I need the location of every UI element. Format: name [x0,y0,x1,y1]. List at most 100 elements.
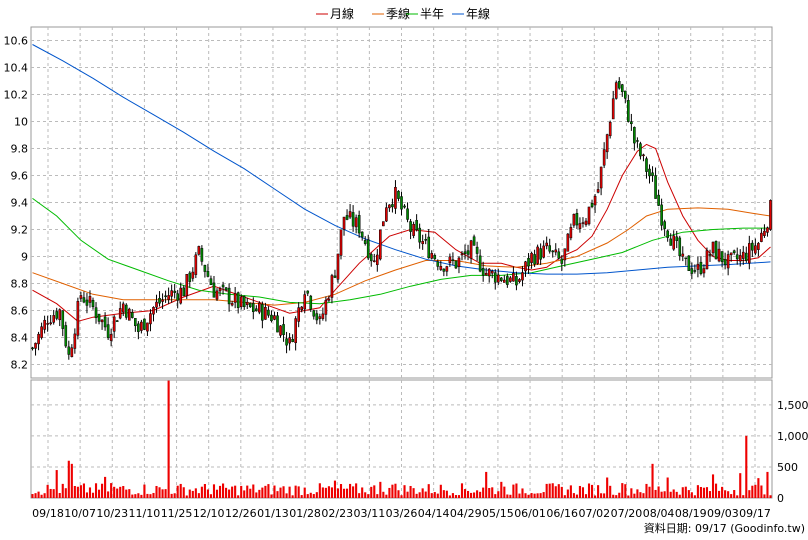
volume-bar [264,485,267,498]
candle-body [366,239,370,259]
volume-bar [745,435,748,498]
volume-bar [666,477,669,498]
volume-bar [672,489,675,498]
volume-bar [681,487,684,498]
candle-body [385,207,388,222]
candle-body [79,295,83,299]
x-tick-label: 12/26 [225,507,257,520]
candle-body [203,264,207,272]
candle-body [221,284,225,288]
volume-bar [557,484,560,498]
candle-body [294,318,297,344]
candle-body [363,240,367,244]
candle-body [185,274,189,297]
candle-body [530,252,533,263]
volume-bar [403,485,406,498]
candle-body [115,320,119,322]
candle-body [140,321,143,331]
candle-body [31,347,34,350]
candle-body [684,257,688,260]
volume-bar [621,483,624,498]
candle-body [614,82,618,99]
volume-bar [312,494,315,498]
candle-body [723,258,727,266]
volume-axis: 0 500 1,000 1,500 [777,399,808,505]
candle-body [421,241,424,245]
candle-body [206,270,210,277]
volume-bar [161,489,164,498]
price-tick-label: 9.2 [11,224,29,237]
price-tick-label: 9 [21,251,28,264]
volume-grid [31,380,772,498]
candle-body [382,221,385,227]
candle-body [599,166,603,189]
volume-bar [349,483,352,498]
candle-body [735,254,739,260]
candle-body [744,252,748,261]
candle-body [551,250,555,253]
x-tick-label: 04/29 [450,507,482,520]
legend-label-year: 年線 [466,6,490,21]
candle-body [427,236,431,259]
volume-bar [104,476,107,498]
volume-bar [630,488,633,498]
volume-bar [113,486,116,498]
volume-bar [409,485,412,498]
volume-tick-label: 0 [777,492,784,505]
volume-bar [61,483,64,498]
candle-body [633,127,636,144]
candle-body [372,260,376,262]
volume-tick-label: 1,500 [777,399,808,412]
volume-bar [294,485,297,498]
volume-bar [693,495,696,498]
candle-body [173,290,176,293]
candle-body [248,302,252,308]
candle-body [97,313,101,322]
volume-bar [125,489,128,498]
candle-body [642,154,645,157]
candle-body [563,248,567,261]
candle-body [321,313,325,319]
volume-bar [240,485,243,498]
volume-bar [143,484,146,498]
candle-body [469,240,473,259]
volume-bar [243,490,246,498]
volume-bar [476,490,479,498]
price-tick-label: 10.4 [4,62,29,75]
candle-body [300,306,304,310]
candle-body [451,259,455,261]
candle-body [608,121,612,137]
volume-bar [276,491,279,498]
candle-body [61,310,65,329]
volume-bar [267,484,270,498]
price-tick-label: 8.2 [11,359,29,372]
candle-body [548,245,552,252]
candle-body [766,227,769,233]
candle-body [617,81,621,89]
x-tick-label: 12/10 [193,507,225,520]
volume-bar [748,490,751,498]
volume-bar [442,490,445,498]
candle-body [282,324,285,335]
price-tick-label: 10 [14,116,28,129]
candle-body [466,250,470,255]
volume-bar [355,483,358,498]
candle-body [227,287,231,305]
candle-body [518,279,521,282]
volume-bar [702,487,706,498]
legend-label-month: 月線 [330,6,354,21]
candle-body [524,261,527,272]
volume-bar [645,483,648,498]
volume-bar [388,487,391,498]
volume-bar [58,493,61,498]
candle-body [757,243,760,250]
candle-body [261,304,264,321]
volume-bar [479,491,482,498]
volume-bar [708,491,712,498]
candle-body [394,187,397,209]
candle-body [391,204,394,208]
volume-bar [769,495,772,498]
price-tick-label: 9.6 [11,170,29,183]
candle-body [118,308,122,319]
volume-bar [548,483,551,498]
